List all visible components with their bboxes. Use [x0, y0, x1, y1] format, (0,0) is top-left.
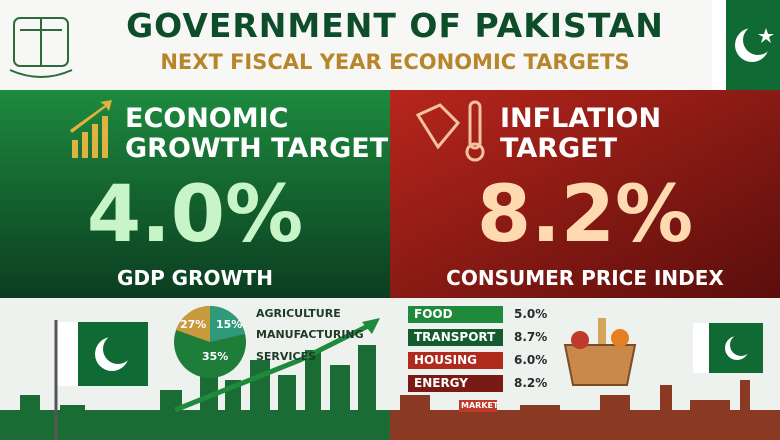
panel-heading: GROWTH TARGET: [125, 133, 389, 164]
big-value: 8.2%: [476, 170, 694, 260]
category-chip: HOUSING: [408, 352, 503, 369]
pie-label: 35%: [202, 350, 229, 363]
legend-entry: SERVICES: [256, 350, 317, 363]
category-value: 8.2%: [514, 376, 548, 390]
value-label: CONSUMER PRICE INDEX: [446, 266, 724, 290]
market-sign: MARKET: [461, 401, 499, 410]
big-value: 4.0%: [86, 170, 304, 260]
pie-label: 27%: [180, 318, 207, 331]
title: GOVERNMENT OF PAKISTAN: [126, 6, 664, 45]
category-chip: TRANSPORT: [408, 329, 503, 346]
legend-entry: AGRICULTURE: [256, 307, 341, 320]
subtitle: NEXT FISCAL YEAR ECONOMIC TARGETS: [160, 50, 630, 74]
category-value: 8.7%: [514, 330, 548, 344]
category-chip: FOOD: [408, 306, 503, 323]
category-value: 6.0%: [514, 353, 548, 367]
panel-heading: ECONOMIC: [125, 103, 289, 134]
legend-entry: MANUFACTURING: [256, 328, 364, 341]
value-label: GDP GROWTH: [117, 266, 273, 290]
category-chip: ENERGY: [408, 375, 503, 392]
panel-heading: INFLATION: [500, 103, 662, 134]
category-value: 5.0%: [514, 307, 548, 321]
panel-heading: TARGET: [500, 133, 618, 164]
pie-label: 15%: [216, 318, 243, 331]
